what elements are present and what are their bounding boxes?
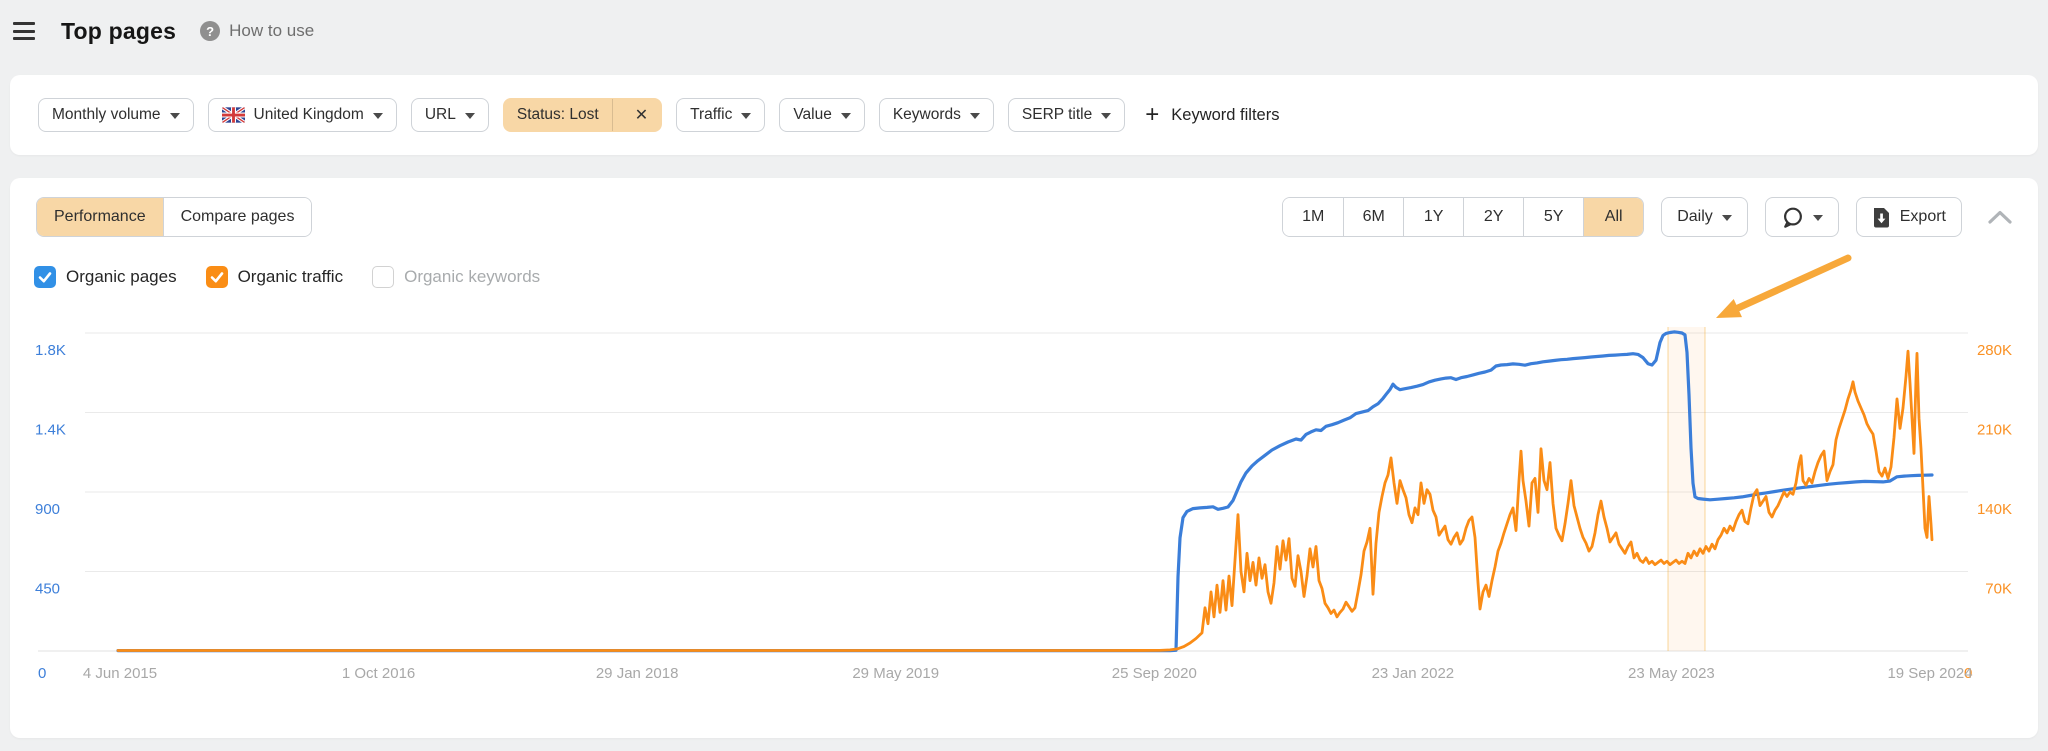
x-tick-label: 29 May 2019 xyxy=(852,665,939,682)
uk-flag-icon xyxy=(221,107,245,123)
tab-performance[interactable]: Performance xyxy=(37,198,163,236)
y-tick-left: 450 xyxy=(35,581,60,598)
chevron-down-icon xyxy=(840,113,851,119)
export-button[interactable]: Export xyxy=(1855,197,1962,237)
tab-compare-pages[interactable]: Compare pages xyxy=(162,198,312,236)
granularity-dropdown[interactable]: Daily xyxy=(1661,197,1748,237)
performance-chart[interactable]: 1.8K 1.4K 900 450 0 280K 210K 140K 70K 0 4 Jun 201… xyxy=(10,178,2038,738)
speech-bubble-icon xyxy=(1783,207,1802,228)
filter-country[interactable]: United Kingdom xyxy=(207,98,397,132)
filter-monthly-volume[interactable]: Monthly volume xyxy=(38,98,194,132)
annotation-arrow xyxy=(1734,254,1852,312)
y-tick-left: 1.8K xyxy=(35,342,66,359)
filter-serp-title[interactable]: SERP title xyxy=(1007,98,1126,132)
legend-label: Organic pages xyxy=(66,267,177,286)
series-organic-pages xyxy=(116,330,1934,653)
x-tick-label: 23 May 2023 xyxy=(1628,665,1715,682)
range-1m[interactable]: 1M xyxy=(1283,198,1344,236)
filter-status-label: Status: Lost xyxy=(516,106,599,123)
filter-status[interactable]: Status: Lost ✕ xyxy=(502,98,663,132)
chevron-down-icon xyxy=(372,113,383,119)
filter-keywords-label: Keywords xyxy=(892,106,961,123)
y-tick-right: 140K xyxy=(1977,501,2012,518)
x-tick-label: 29 Jan 2018 xyxy=(596,665,679,682)
range-5y[interactable]: 5Y xyxy=(1523,198,1584,236)
checked-checkbox-icon[interactable] xyxy=(34,266,56,288)
x-tick-label: 19 Sep 2024 xyxy=(1887,665,1972,682)
chevron-down-icon xyxy=(1721,215,1732,221)
legend-label: Organic traffic xyxy=(237,267,344,286)
x-tick-label: 4 Jun 2015 xyxy=(83,665,157,682)
chevron-down-icon xyxy=(969,113,980,119)
y-tick-left: 1.4K xyxy=(35,422,66,439)
range-2y[interactable]: 2Y xyxy=(1463,198,1524,236)
collapse-chart-icon[interactable] xyxy=(1987,209,2013,225)
series-legend: Organic pages Organic traffic Organic keyw… xyxy=(34,266,540,288)
range-1y[interactable]: 1Y xyxy=(1403,198,1464,236)
y-tick-right: 0 xyxy=(1964,665,1972,682)
add-keyword-filters-label: Keyword filters xyxy=(1171,105,1280,124)
legend-organic-pages[interactable]: Organic pages xyxy=(34,266,177,288)
export-label: Export xyxy=(1899,208,1946,225)
chevron-down-icon xyxy=(1812,215,1823,221)
app-header: Top pages ? How to use xyxy=(0,0,2048,62)
filter-traffic-label: Traffic xyxy=(690,106,733,123)
date-range-selector: 1M 6M 1Y 2Y 5Y All xyxy=(1282,197,1645,237)
legend-organic-traffic[interactable]: Organic traffic xyxy=(205,266,344,288)
filter-country-label: United Kingdom xyxy=(253,106,364,123)
chart-controls: 1M 6M 1Y 2Y 5Y All Daily Export xyxy=(1282,197,2013,237)
filter-row: Monthly volume United Kingdom URL Status: L… xyxy=(10,75,2038,132)
view-tabs: Performance Compare pages xyxy=(36,197,313,237)
remove-filter-icon[interactable]: ✕ xyxy=(634,107,649,124)
legend-label: Organic keywords xyxy=(404,267,541,286)
hamburger-menu-icon[interactable] xyxy=(13,18,37,45)
annotation-arrow-head xyxy=(1716,298,1742,318)
filter-url-label: URL xyxy=(424,106,456,123)
y-tick-left: 0 xyxy=(38,665,46,682)
unchecked-checkbox-icon[interactable] xyxy=(372,266,395,288)
filter-traffic[interactable]: Traffic xyxy=(676,98,766,132)
chevron-down-icon xyxy=(1101,113,1112,119)
how-to-use-label: How to use xyxy=(229,21,315,40)
filter-value[interactable]: Value xyxy=(779,98,865,132)
annotations-dropdown[interactable] xyxy=(1764,197,1839,237)
y-tick-right: 280K xyxy=(1977,342,2012,359)
export-file-icon xyxy=(1873,207,1889,227)
how-to-use-link[interactable]: ? How to use xyxy=(200,21,314,41)
highlight-band xyxy=(1668,327,1705,651)
x-tick-label: 25 Sep 2020 xyxy=(1112,665,1197,682)
plus-icon: + xyxy=(1145,101,1160,128)
page-title: Top pages xyxy=(61,17,177,44)
filter-value-label: Value xyxy=(793,106,832,123)
chip-divider xyxy=(611,99,613,131)
filter-monthly-volume-label: Monthly volume xyxy=(52,106,161,123)
filter-url[interactable]: URL xyxy=(410,98,489,132)
filter-bar: Monthly volume United Kingdom URL Status: L… xyxy=(10,75,2038,155)
checked-checkbox-icon[interactable] xyxy=(205,266,228,288)
add-keyword-filters-button[interactable]: + Keyword filters xyxy=(1145,101,1280,128)
series-organic-traffic xyxy=(116,349,1934,652)
y-tick-left: 900 xyxy=(35,501,60,518)
y-tick-right: 70K xyxy=(1985,581,2012,598)
filter-keywords[interactable]: Keywords xyxy=(878,98,994,132)
chevron-down-icon xyxy=(741,113,752,119)
granularity-label: Daily xyxy=(1677,208,1713,225)
x-tick-label: 1 Oct 2016 xyxy=(342,665,415,682)
performance-panel: Performance Compare pages 1M 6M 1Y 2Y 5Y All D… xyxy=(10,178,2038,738)
x-tick-label: 23 Jan 2022 xyxy=(1372,665,1455,682)
range-all[interactable]: All xyxy=(1583,198,1644,236)
legend-organic-keywords[interactable]: Organic keywords xyxy=(372,266,540,288)
y-tick-right: 210K xyxy=(1977,422,2012,439)
help-icon: ? xyxy=(200,21,221,41)
range-6m[interactable]: 6M xyxy=(1343,198,1404,236)
filter-serp-title-label: SERP title xyxy=(1021,106,1093,123)
chevron-down-icon xyxy=(464,113,475,119)
chevron-down-icon xyxy=(169,113,180,119)
